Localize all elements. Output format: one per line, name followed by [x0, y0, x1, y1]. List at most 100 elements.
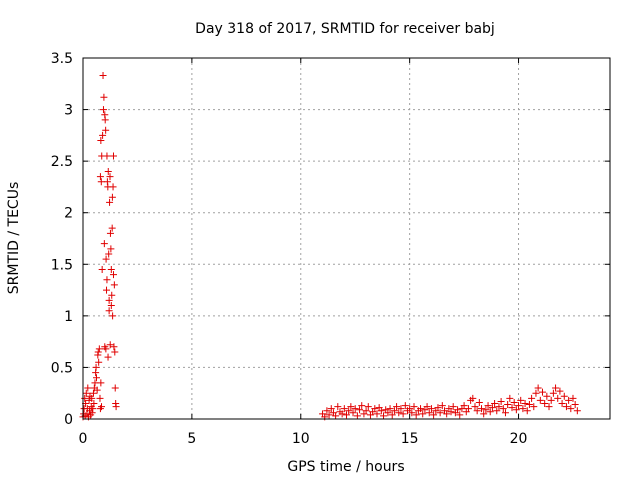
- data-point: [390, 407, 398, 415]
- data-point: [469, 394, 477, 402]
- y-tick-label: 3.5: [51, 51, 73, 67]
- data-point: [473, 407, 481, 415]
- data-point: [395, 409, 403, 417]
- data-point: [547, 396, 555, 404]
- data-point: [534, 384, 542, 392]
- x-tick-label: 0: [79, 431, 88, 447]
- plot-area: [82, 57, 611, 420]
- data-point: [478, 405, 486, 413]
- data-point: [410, 403, 418, 411]
- data-point: [99, 106, 107, 114]
- data-point: [460, 402, 468, 410]
- data-point: [399, 410, 407, 418]
- data-point: [427, 405, 435, 413]
- data-point: [510, 398, 518, 406]
- data-point: [519, 405, 527, 413]
- data-point: [327, 405, 335, 413]
- data-point: [343, 411, 350, 419]
- data-point: [358, 402, 366, 410]
- data-point: [530, 403, 538, 411]
- data-point: [512, 406, 520, 414]
- data-point: [532, 389, 540, 397]
- data-point: [96, 394, 104, 402]
- data-point: [475, 398, 483, 406]
- data-point: [488, 404, 496, 412]
- data-point: [430, 411, 438, 419]
- data-point: [104, 353, 112, 361]
- y-tick-label: 0.5: [51, 360, 73, 376]
- y-tick-label: 2.5: [51, 154, 73, 170]
- data-point: [99, 72, 107, 80]
- data-point: [397, 405, 405, 413]
- data-point: [412, 411, 420, 419]
- data-point: [107, 265, 115, 273]
- x-tick-label: 20: [510, 431, 528, 447]
- data-point: [567, 405, 575, 413]
- data-point: [338, 410, 346, 418]
- data-point: [89, 405, 97, 413]
- data-point: [95, 345, 103, 353]
- data-point: [103, 286, 111, 294]
- data-point: [573, 407, 581, 415]
- data-point: [528, 394, 536, 402]
- data-point: [388, 411, 396, 419]
- data-point: [105, 296, 113, 304]
- data-point: [111, 384, 119, 392]
- data-point: [84, 384, 92, 392]
- data-point: [425, 409, 433, 417]
- y-tick-label: 3: [64, 103, 73, 119]
- data-point: [351, 405, 359, 413]
- data-point: [380, 412, 388, 420]
- data-point: [93, 374, 101, 382]
- data-point: [447, 408, 455, 416]
- data-point: [521, 400, 529, 408]
- data-point: [373, 410, 381, 418]
- data-point: [89, 389, 97, 397]
- data-point: [569, 394, 577, 402]
- data-point: [515, 402, 523, 410]
- data-point: [506, 394, 514, 402]
- data-point: [482, 406, 490, 414]
- data-point: [110, 343, 118, 351]
- data-point: [364, 403, 372, 411]
- data-point: [104, 167, 112, 175]
- data-point: [102, 126, 110, 134]
- data-point: [108, 291, 116, 299]
- x-axis-label: GPS time / hours: [287, 459, 404, 475]
- data-point: [91, 379, 99, 387]
- data-point: [111, 348, 119, 356]
- data-point: [349, 409, 357, 417]
- data-point: [97, 137, 105, 145]
- data-point: [96, 173, 104, 181]
- data-point: [105, 307, 113, 315]
- data-point: [434, 404, 442, 412]
- data-point: [449, 403, 457, 411]
- data-point: [556, 387, 564, 395]
- data-point: [107, 245, 115, 253]
- data-point: [545, 403, 553, 411]
- y-tick-label: 1: [64, 309, 73, 325]
- data-point: [101, 116, 109, 124]
- data-point: [325, 411, 333, 419]
- data-point: [423, 403, 431, 411]
- data-point: [99, 131, 107, 139]
- data-point: [560, 392, 568, 400]
- data-point: [436, 409, 444, 417]
- data-point: [106, 198, 114, 206]
- data-point: [106, 341, 114, 349]
- data-point: [108, 193, 116, 201]
- data-point: [353, 412, 361, 420]
- data-point: [541, 400, 549, 408]
- data-point: [508, 404, 516, 412]
- data-point: [108, 224, 116, 232]
- data-point: [558, 400, 566, 408]
- y-tick-label: 0: [64, 412, 73, 428]
- data-point: [497, 397, 505, 405]
- data-point: [384, 409, 392, 417]
- data-point: [334, 403, 342, 411]
- data-point: [491, 400, 499, 408]
- data-point: [347, 403, 355, 411]
- data-point: [93, 386, 101, 394]
- data-point: [486, 408, 494, 416]
